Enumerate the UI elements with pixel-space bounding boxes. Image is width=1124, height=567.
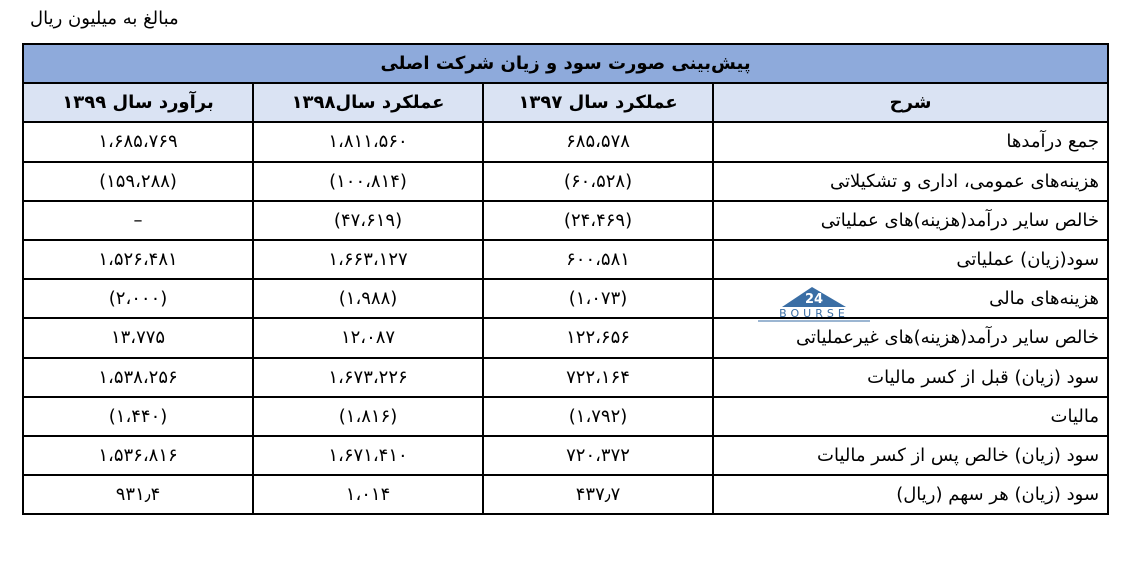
value-1399: ۱،۶۸۵،۷۶۹ [21,121,255,163]
table-row: سود(زیان) عملیاتی ۶۰۰،۵۸۱ ۱،۶۶۳،۱۲۷ ۱،۵۲… [21,238,1110,281]
table-row: جمع درآمدها ۶۸۵،۵۷۸ ۱،۸۱۱،۵۶۰ ۱،۶۸۵،۷۶۹ [21,121,1110,163]
row-label: سود (زیان) خالص پس از کسر مالیات [712,434,1110,477]
row-label: سود (زیان) قبل از کسر مالیات [712,356,1110,398]
value-1399: ۱،۵۳۸،۲۵۶ [21,356,255,398]
row-label: جمع درآمدها [712,121,1110,163]
value-1399: ۹۳۱٫۴ [21,474,255,516]
row-label: هزینه‌های عمومی، اداری و تشکیلاتی [712,160,1110,202]
income-statement-table: پیش‌بینی صورت سود و زیان شرکت اصلی شرح ع… [21,42,1110,516]
value-1398: (۱۰۰،۸۱۴) [252,160,485,202]
value-1398: ۱۲،۰۸۷ [252,317,485,359]
value-1397: ۱۲۲،۶۵۶ [482,317,715,359]
header-1397: عملکرد سال ۱۳۹۷ [482,82,715,124]
table-row: هزینه‌های مالی (۱،۰۷۳) (۱،۹۸۸) (۲،۰۰۰) [21,278,1110,320]
row-label: سود(زیان) عملیاتی [712,238,1110,281]
value-1398: (۱،۸۱۶) [252,395,485,437]
header-description: شرح [712,82,1110,124]
table-row: خالص سایر درآمد(هزینه)های عملیاتی (۲۴،۴۶… [21,199,1110,241]
table-row: خالص سایر درآمد(هزینه)های غیرعملیاتی ۱۲۲… [21,317,1110,359]
table-row: سود (زیان) هر سهم (ریال) ۴۳۷٫۷ ۱،۰۱۴ ۹۳۱… [21,474,1110,516]
value-1398: ۱،۸۱۱،۵۶۰ [252,121,485,163]
value-1397: (۶۰،۵۲۸) [482,160,715,202]
value-1397: (۱،۰۷۳) [482,278,715,320]
value-1399: (۱۵۹،۲۸۸) [21,160,255,202]
row-label: هزینه‌های مالی [712,278,1110,320]
row-label: خالص سایر درآمد(هزینه)های عملیاتی [712,199,1110,241]
row-label: سود (زیان) هر سهم (ریال) [712,474,1110,516]
row-label: مالیات [712,395,1110,437]
value-1397: ۷۲۰،۳۷۲ [482,434,715,477]
logo-number: 24 [805,292,823,307]
value-1398: (۴۷،۶۱۹) [252,199,485,241]
header-1399: برآورد سال ۱۳۹۹ [21,82,255,124]
value-1399: ۱،۵۲۶،۴۸۱ [21,238,255,281]
logo-roof-shape [782,287,846,307]
value-1399: – [21,199,255,241]
table-row: سود (زیان) خالص پس از کسر مالیات ۷۲۰،۳۷۲… [21,434,1110,477]
value-1398: ۱،۶۶۳،۱۲۷ [252,238,485,281]
logo-wordmark: BOURSE [779,307,849,320]
value-1398: ۱،۰۱۴ [252,474,485,516]
value-1398: ۱،۶۷۳،۲۲۶ [252,356,485,398]
value-1399: ۱،۵۳۶،۸۱۶ [21,434,255,477]
units-note: مبالغ به میلیون ریال [30,8,179,29]
value-1397: ۶۸۵،۵۷۸ [482,121,715,163]
value-1398: (۱،۹۸۸) [252,278,485,320]
table-title: پیش‌بینی صورت سود و زیان شرکت اصلی [21,42,1110,85]
header-1398: عملکرد سال۱۳۹۸ [252,82,485,124]
value-1397: (۲۴،۴۶۹) [482,199,715,241]
table-row: سود (زیان) قبل از کسر مالیات ۷۲۲،۱۶۴ ۱،۶… [21,356,1110,398]
value-1399: (۱،۴۴۰) [21,395,255,437]
table-row: هزینه‌های عمومی، اداری و تشکیلاتی (۶۰،۵۲… [21,160,1110,202]
table-row: مالیات (۱،۷۹۲) (۱،۸۱۶) (۱،۴۴۰) [21,395,1110,437]
row-label: خالص سایر درآمد(هزینه)های غیرعملیاتی [712,317,1110,359]
value-1397: ۶۰۰،۵۸۱ [482,238,715,281]
value-1397: ۴۳۷٫۷ [482,474,715,516]
value-1397: (۱،۷۹۲) [482,395,715,437]
value-1399: ۱۳،۷۷۵ [21,317,255,359]
value-1397: ۷۲۲،۱۶۴ [482,356,715,398]
bourse24-logo: 24 BOURSE [758,287,870,322]
value-1399: (۲،۰۰۰) [21,278,255,320]
value-1398: ۱،۶۷۱،۴۱۰ [252,434,485,477]
